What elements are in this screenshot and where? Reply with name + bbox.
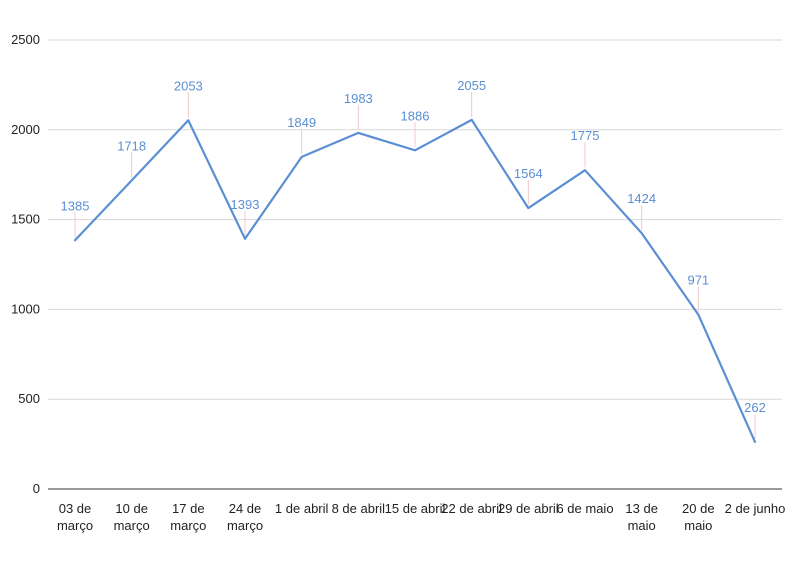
data-label: 1775: [571, 128, 600, 143]
y-tick-label: 500: [18, 391, 40, 406]
data-label: 1718: [117, 138, 146, 153]
data-label: 1385: [61, 198, 90, 213]
y-axis: 0 500 1000 1500 2000 2500: [11, 32, 40, 496]
x-tick-label: 1 de abril: [275, 501, 329, 516]
data-label: 1424: [627, 191, 656, 206]
data-labels: 1385 1718 2053 1393 1849 1983 1886 2055 1564 1775…: [61, 78, 766, 415]
x-tick-label: 8 de abril: [332, 501, 386, 516]
x-axis: 03 de março 10 de março 17 de março 24 de março…: [57, 501, 785, 533]
x-tick-label: 15 de abril: [385, 501, 446, 516]
x-tick-label: 22 de abril: [441, 501, 502, 516]
x-tick-label: 29 de abril: [498, 501, 559, 516]
x-tick-label: 24 de março: [227, 501, 263, 533]
x-tick-label: 10 de março: [114, 501, 150, 533]
y-tick-label: 2500: [11, 32, 40, 47]
y-tick-label: 1000: [11, 301, 40, 316]
data-label: 1886: [401, 108, 430, 123]
x-tick-label: 6 de maio: [556, 501, 613, 516]
x-tick-label: 20 de maio: [682, 501, 715, 533]
data-label: 971: [687, 273, 709, 288]
x-tick-label: 03 de março: [57, 501, 93, 533]
data-label: 1983: [344, 91, 373, 106]
data-label: 1849: [287, 115, 316, 130]
series: [73, 118, 757, 443]
data-label-leaders: [74, 91, 756, 439]
y-tick-label: 2000: [11, 122, 40, 137]
data-label: 1564: [514, 166, 543, 181]
series-line: [73, 118, 757, 443]
data-label: 2053: [174, 78, 203, 93]
x-tick-label: 17 de março: [170, 501, 206, 533]
y-tick-label: 1500: [11, 212, 40, 227]
x-tick-label: 2 de junho: [725, 501, 786, 516]
data-label: 1393: [231, 197, 260, 212]
y-tick-label: 0: [33, 481, 40, 496]
data-label: 2055: [457, 78, 486, 93]
data-label: 262: [744, 400, 766, 415]
x-tick-label: 13 de maio: [625, 501, 658, 533]
